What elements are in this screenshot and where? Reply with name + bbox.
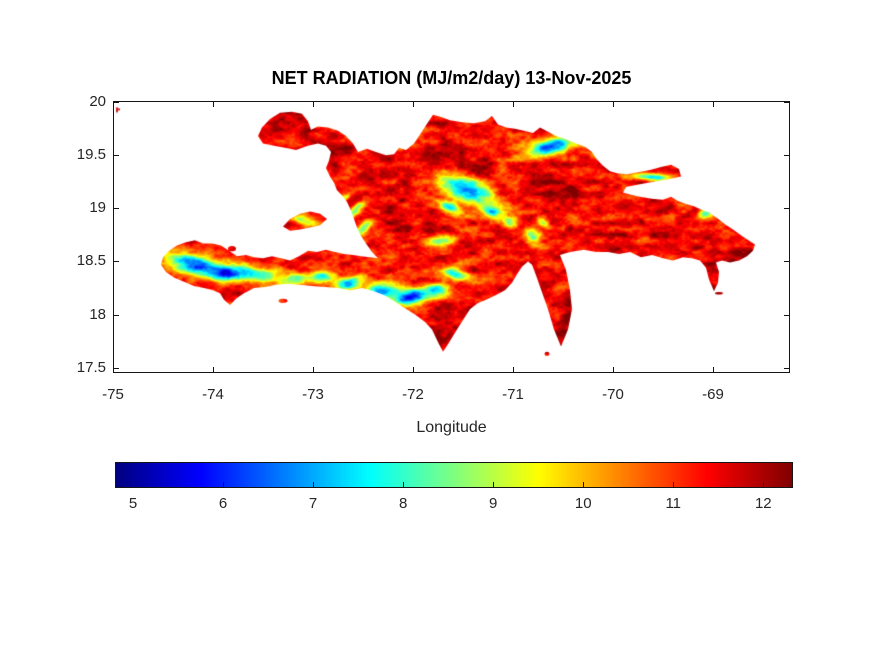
y-tick-label: 17.5: [76, 358, 106, 376]
y-tick-label: 19: [89, 199, 106, 217]
y-tick-label: 18.5: [76, 252, 106, 270]
colorbar-tick-label: 6: [218, 495, 228, 512]
y-tick-label: 20: [89, 93, 106, 111]
x-axis-label: Longitude: [416, 419, 487, 436]
y-tick-label: 19.5: [76, 146, 106, 164]
colorbar-tick-label: 8: [398, 495, 408, 512]
x-tick-label: -72: [402, 386, 424, 403]
x-tick-label: -69: [702, 386, 724, 403]
colorbar-tick-label: 9: [488, 495, 498, 512]
colorbar-canvas: [115, 462, 793, 488]
map-plot-area: [113, 101, 790, 373]
x-tick-label: -70: [602, 386, 624, 403]
x-tick-label: -71: [502, 386, 524, 403]
y-axis-label: Latitude: [0, 207, 2, 265]
y-tick-label: 18: [89, 305, 106, 323]
x-tick-label: -75: [102, 386, 124, 403]
colorbar-tick-label: 7: [308, 495, 318, 512]
colorbar: [115, 462, 793, 488]
colorbar-tick-label: 10: [574, 495, 592, 512]
colorbar-tick-label: 12: [754, 495, 772, 512]
plot-title: NET RADIATION (MJ/m2/day) 13-Nov-2025: [271, 68, 632, 88]
colorbar-tick-label: 11: [665, 495, 682, 512]
colorbar-tick-label: 5: [128, 495, 138, 512]
x-tick-label: -74: [202, 386, 224, 403]
x-tick-label: -73: [302, 386, 324, 403]
radiation-heatmap-canvas: [113, 101, 790, 373]
